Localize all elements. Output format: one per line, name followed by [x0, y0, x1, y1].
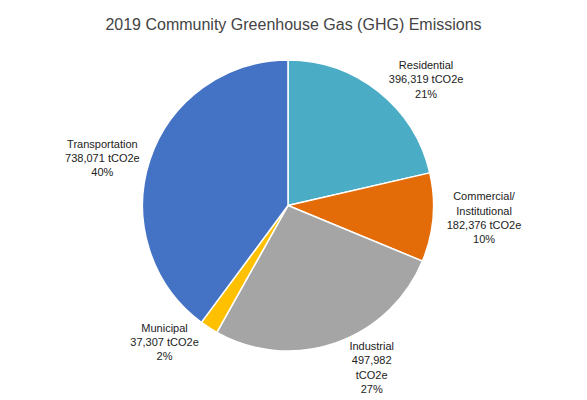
svg-text:Industrial497,982tCO2e27%: Industrial497,982tCO2e27%: [349, 340, 394, 395]
svg-text:2019 Community Greenhouse Gas: 2019 Community Greenhouse Gas (GHG) Emis…: [105, 16, 481, 33]
svg-text:Municipal37,307 tCO2e2%: Municipal37,307 tCO2e2%: [130, 322, 199, 363]
svg-text:Residential396,319 tCO2e21%: Residential396,319 tCO2e21%: [389, 59, 464, 100]
svg-text:Commercial/Institutional182,37: Commercial/Institutional182,376 tCO2e10%: [447, 190, 522, 245]
svg-text:Transportation738,071 tCO2e40%: Transportation738,071 tCO2e40%: [65, 138, 140, 179]
